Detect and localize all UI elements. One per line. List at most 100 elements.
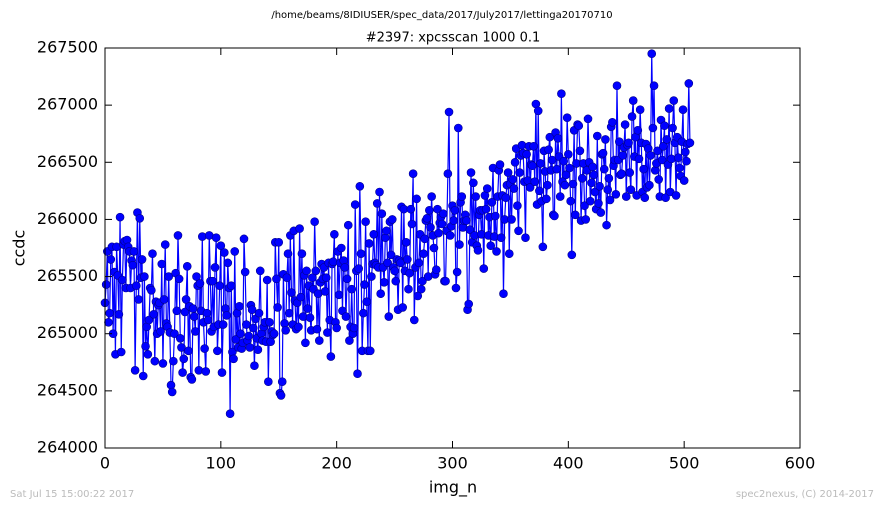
data-point	[157, 259, 167, 269]
data-point	[513, 201, 522, 211]
data-point	[614, 137, 624, 147]
data-point	[504, 249, 514, 259]
y-tick-label: 266500	[37, 152, 98, 171]
data-point	[429, 243, 439, 253]
data-point	[408, 169, 418, 179]
data-point	[101, 280, 111, 289]
data-point	[200, 344, 209, 353]
data-point	[387, 215, 397, 224]
data-point	[216, 241, 226, 251]
data-point	[386, 250, 396, 260]
data-point	[310, 217, 319, 227]
data-point	[515, 168, 524, 177]
data-point	[547, 155, 557, 165]
data-point	[129, 247, 139, 256]
data-point	[621, 192, 631, 201]
data-point	[625, 168, 635, 177]
data-point	[181, 295, 191, 304]
data-point	[334, 290, 344, 300]
data-point	[164, 272, 174, 281]
data-point	[189, 312, 199, 321]
data-point	[589, 170, 599, 180]
data-point	[555, 192, 565, 201]
data-point	[482, 184, 492, 193]
data-point	[265, 317, 274, 327]
data-point	[495, 160, 505, 169]
data-point	[487, 197, 497, 207]
data-point	[647, 49, 657, 59]
data-point	[664, 104, 674, 113]
data-point	[303, 304, 313, 313]
y-tick-label: 265000	[37, 323, 98, 342]
data-point	[167, 387, 177, 397]
data-point	[282, 273, 292, 283]
data-point	[294, 322, 303, 332]
data-point	[431, 265, 441, 275]
data-point	[427, 192, 436, 201]
data-point	[340, 263, 350, 272]
data-point	[438, 209, 448, 219]
data-point	[180, 307, 190, 317]
data-point	[172, 306, 182, 316]
data-point	[135, 213, 145, 223]
data-point	[503, 168, 513, 177]
data-point	[369, 229, 379, 239]
data-point	[396, 258, 405, 268]
data-point	[486, 241, 496, 251]
data-point	[225, 409, 235, 419]
data-point	[450, 205, 460, 215]
footer-credit: spec2nexus, (C) 2014-2017	[736, 489, 874, 500]
data-point	[140, 272, 149, 281]
data-point	[211, 233, 221, 243]
data-point	[314, 336, 324, 345]
data-point	[254, 308, 264, 318]
x-tick-label: 600	[785, 454, 816, 473]
data-point	[144, 315, 154, 325]
data-point	[466, 168, 476, 177]
data-point	[104, 317, 113, 327]
data-point	[684, 79, 694, 88]
data-point	[359, 308, 368, 318]
data-point	[308, 273, 317, 283]
data-point	[603, 185, 613, 195]
data-point	[349, 323, 359, 333]
data-point	[158, 359, 168, 368]
data-point	[481, 204, 491, 214]
data-point	[356, 249, 366, 259]
data-point	[522, 149, 531, 159]
data-point	[281, 325, 291, 335]
data-point	[296, 292, 306, 302]
data-point	[156, 327, 165, 336]
data-point	[628, 96, 638, 105]
data-point	[479, 264, 489, 273]
data-point	[134, 295, 143, 304]
data-point	[451, 283, 461, 293]
data-point	[669, 96, 679, 105]
data-point	[570, 210, 580, 220]
data-point	[118, 275, 127, 285]
data-point	[550, 211, 559, 221]
data-point	[575, 146, 585, 156]
data-point	[552, 164, 562, 174]
data-point	[242, 320, 251, 329]
data-point	[284, 308, 294, 318]
data-point	[530, 177, 540, 187]
data-point	[473, 245, 483, 255]
data-point	[345, 336, 354, 345]
y-tick-label: 264000	[37, 438, 98, 457]
data-point	[150, 356, 160, 366]
data-point	[405, 268, 414, 278]
data-point	[565, 163, 574, 173]
data-point	[533, 106, 543, 116]
data-point	[170, 329, 179, 339]
data-point	[560, 180, 570, 190]
data-point	[326, 352, 336, 361]
data-point	[662, 135, 672, 144]
data-point	[509, 184, 519, 193]
data-point	[188, 304, 198, 313]
x-tick-label: 0	[100, 454, 110, 473]
data-point	[566, 196, 575, 206]
data-point	[627, 112, 637, 121]
data-point	[407, 219, 417, 229]
data-point	[452, 267, 462, 277]
